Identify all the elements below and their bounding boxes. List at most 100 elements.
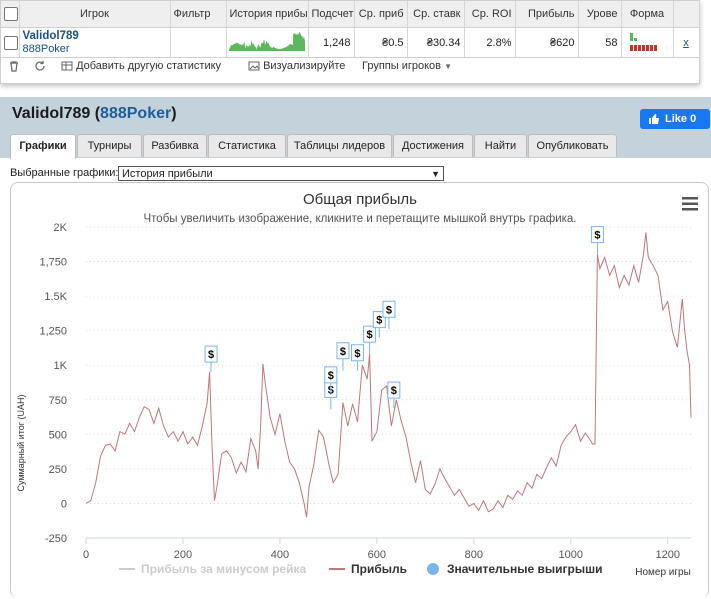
select-all-header[interactable] xyxy=(1,1,20,28)
select-all-checkbox[interactable] xyxy=(4,7,18,21)
big-win-flag[interactable]: $ xyxy=(336,342,350,371)
profit-history-cell xyxy=(226,27,309,58)
thumbs-up-icon xyxy=(649,114,659,124)
form-bar-good xyxy=(633,38,637,41)
player-cell: Validol789 888Poker xyxy=(19,27,171,58)
chart-container: Общая прибыль Чтобы увеличить изображени… xyxy=(10,182,709,598)
chart-title: Общая прибыль xyxy=(303,191,417,208)
tab-charts[interactable]: Графики xyxy=(10,134,76,159)
big-win-flag[interactable]: $ xyxy=(382,300,396,330)
tab-leaderboards[interactable]: Таблицы лидеров xyxy=(287,134,392,157)
level-cell: 58 xyxy=(578,27,622,58)
tab-tournaments[interactable]: Турниры xyxy=(77,134,142,157)
chart-menu-icon[interactable] xyxy=(682,197,698,211)
filter-cell[interactable] xyxy=(170,27,227,58)
player-header: Validol789 (888Poker) Like 0 Графики Тур… xyxy=(0,97,711,159)
big-win-flag-label: $ xyxy=(386,304,392,316)
legend-label-profit-minus-rake: Прибыль за минусом рейка xyxy=(141,562,306,576)
big-win-flag[interactable]: $ xyxy=(363,325,377,355)
tab-statistics[interactable]: Статистика xyxy=(208,134,286,157)
col-header-remove xyxy=(673,1,700,28)
profit-sparkline xyxy=(228,31,305,51)
player-name-link[interactable]: Validol789 xyxy=(22,30,79,42)
y-tick-label: -250 xyxy=(45,533,67,545)
col-header-profit-history[interactable]: История прибы xyxy=(226,1,309,28)
profit-chart[interactable]: Общая прибыль Чтобы увеличить изображени… xyxy=(11,183,710,599)
player-name: Validol789 xyxy=(12,105,91,122)
big-win-flag-label: $ xyxy=(354,348,360,360)
visualize-button[interactable]: Визуализируйте xyxy=(248,60,345,72)
big-win-flag[interactable]: $ xyxy=(590,226,604,255)
form-bars xyxy=(629,33,657,51)
col-header-filter[interactable]: Фильтр xyxy=(170,1,227,28)
big-win-flag[interactable]: $ xyxy=(204,345,218,373)
col-header-profit[interactable]: Прибыль xyxy=(515,1,579,28)
big-win-flag[interactable]: $ xyxy=(387,381,401,409)
big-win-flag-box xyxy=(372,311,386,329)
col-header-avg-stake[interactable]: Ср. ставк xyxy=(407,1,465,28)
big-win-flag-label: $ xyxy=(594,230,600,242)
big-win-flag[interactable]: $ xyxy=(324,366,338,393)
x-axis-label: Номер игры xyxy=(635,567,691,578)
big-win-flag[interactable]: $ xyxy=(350,344,364,371)
legend-item-big-wins[interactable]: Значительные выигрыши xyxy=(427,562,603,576)
y-tick-label: 500 xyxy=(49,429,67,441)
legend-item-profit-minus-rake[interactable]: Прибыль за минусом рейка xyxy=(119,562,306,576)
add-stats-label: Добавить другую статистику xyxy=(76,60,222,72)
y-tick-label: 750 xyxy=(49,395,67,407)
form-bar-bad xyxy=(637,45,641,51)
x-tick-label: 600 xyxy=(368,549,386,561)
remove-cell: x xyxy=(673,27,700,58)
page-title: Validol789 (888Poker) xyxy=(12,105,177,122)
remove-player-button[interactable]: x xyxy=(683,36,689,49)
tab-publish[interactable]: Опубликовать xyxy=(528,134,617,157)
legend: Прибыль за минусом рейка Прибыль Значите… xyxy=(119,562,603,576)
tab-achievements[interactable]: Достижения xyxy=(393,134,473,157)
profit-cell: ₴620 xyxy=(515,27,579,58)
row-select-cell[interactable] xyxy=(1,27,20,58)
form-bar-bad xyxy=(653,45,657,51)
table-add-icon xyxy=(61,61,73,71)
col-header-player[interactable]: Игрок xyxy=(19,1,171,28)
col-header-avg-profit[interactable]: Ср. приб xyxy=(354,1,408,28)
trash-icon[interactable] xyxy=(8,60,20,72)
count-cell: 1,248 xyxy=(308,27,355,58)
tab-breakdown[interactable]: Разбивка xyxy=(143,134,207,157)
avg-roi-cell: 2.8% xyxy=(464,27,516,58)
row-checkbox[interactable] xyxy=(4,35,18,50)
table-header-row: Игрок Фильтр История прибы Подсчет Ср. п… xyxy=(1,1,700,28)
table-row: Validol789 888Poker 1,248 ₴0.5 ₴30.34 2.… xyxy=(1,27,700,58)
player-site-label: 888Poker xyxy=(22,43,70,55)
y-tick-label: 1.5K xyxy=(44,291,67,303)
col-header-avg-roi[interactable]: Ср. ROI xyxy=(464,1,516,28)
big-win-flag-label: $ xyxy=(208,349,214,361)
big-win-flag-label: $ xyxy=(328,370,334,382)
legend-label-big-wins: Значительные выигрыши xyxy=(447,562,603,576)
big-win-flag[interactable]: $ xyxy=(372,311,386,338)
col-header-level[interactable]: Урове xyxy=(578,1,622,28)
refresh-icon[interactable] xyxy=(34,60,46,72)
chart-select[interactable]: История прибыли ▼ xyxy=(118,166,444,181)
x-tick-label: 0 xyxy=(83,549,89,561)
col-header-count[interactable]: Подсчет xyxy=(308,1,355,28)
big-win-flag-box xyxy=(350,344,364,362)
big-win-flag-label: $ xyxy=(367,329,373,341)
tab-find[interactable]: Найти xyxy=(474,134,527,157)
player-groups-dropdown[interactable]: Группы игроков ▼ xyxy=(362,60,452,72)
profit-series-line xyxy=(85,232,692,518)
add-stats-button[interactable]: Добавить другую статистику xyxy=(61,60,221,72)
x-tick-label: 1200 xyxy=(655,549,679,561)
player-site[interactable]: 888Poker xyxy=(100,105,172,122)
caret-down-icon: ▼ xyxy=(444,62,452,71)
big-win-flag-box xyxy=(324,366,338,384)
form-bar-bad xyxy=(641,45,645,51)
x-tick-label: 400 xyxy=(271,549,289,561)
player-groups-label: Группы игроков xyxy=(362,60,441,72)
player-stats-table: Игрок Фильтр История прибы Подсчет Ср. п… xyxy=(1,1,700,58)
col-header-form[interactable]: Форма xyxy=(621,1,674,28)
big-win-flag-box xyxy=(382,300,396,318)
chart-subtitle: Чтобы увеличить изображение, кликните и … xyxy=(144,213,577,225)
legend-item-profit[interactable]: Прибыль xyxy=(329,562,407,576)
y-tick-label: 1,250 xyxy=(39,326,67,338)
facebook-like-button[interactable]: Like 0 xyxy=(640,109,710,129)
